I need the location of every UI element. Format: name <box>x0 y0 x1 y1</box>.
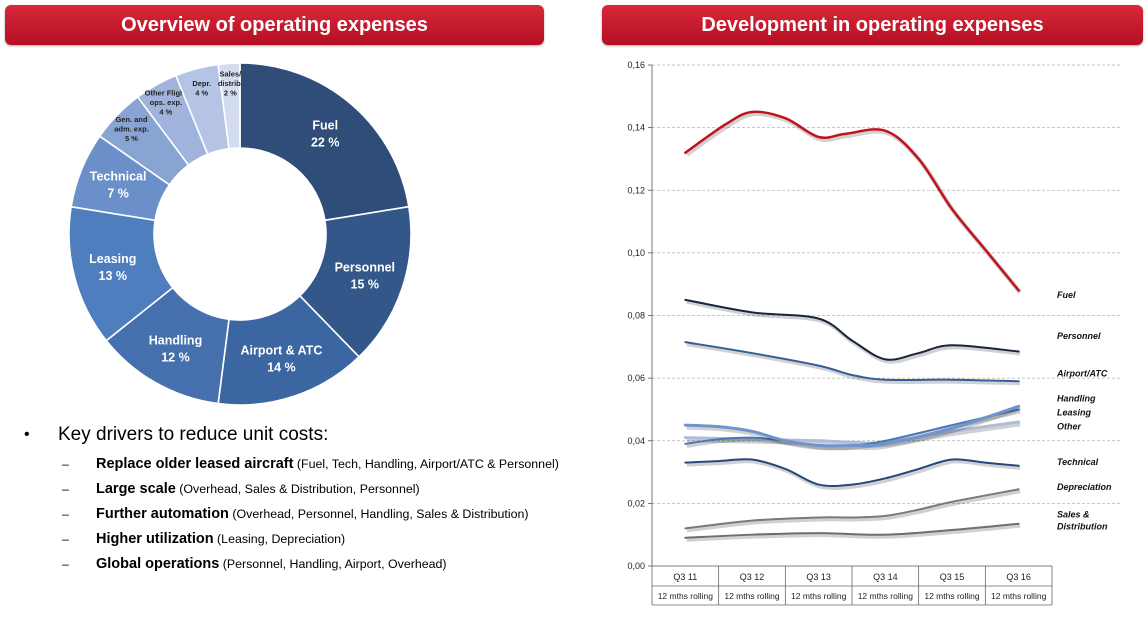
driver-detail: (Fuel, Tech, Handling, Airport/ATC & Per… <box>293 457 559 471</box>
slice-label: Fuel 22 % <box>311 119 340 150</box>
driver-title: Higher utilization <box>96 531 214 547</box>
y-tick-label: 0,02 <box>627 498 645 508</box>
series-line <box>684 341 1020 383</box>
series-shadow <box>686 523 1021 542</box>
x-tick-label: Q3 14 <box>873 572 898 582</box>
y-tick-label: 0,14 <box>627 123 645 133</box>
series-line <box>684 110 1020 292</box>
y-tick-label: 0,06 <box>627 373 645 383</box>
series-line <box>684 298 1020 361</box>
dash-icon: – <box>62 507 69 521</box>
x-tick-sublabel: 12 mths rolling <box>724 591 780 601</box>
series-shadow <box>686 489 1021 533</box>
series-line <box>684 522 1020 539</box>
dash-icon: – <box>62 457 69 471</box>
y-tick-label: 0,04 <box>627 436 645 446</box>
series-line <box>683 420 1021 445</box>
development-header: Development in operating expenses <box>602 5 1143 45</box>
slice-label: Sales/distrib. 2 % <box>218 69 243 97</box>
series-line <box>684 488 1020 530</box>
driver-detail: (Overhead, Sales & Distribution, Personn… <box>175 482 420 496</box>
operating-expenses-donut-chart: Fuel 22 % Personnel 15 % Airport & ATC 14 % Ha… <box>68 62 412 406</box>
y-tick-label: 0,16 <box>627 60 645 70</box>
driver-title: Replace older leased aircraft <box>96 456 294 472</box>
x-tick-sublabel: 12 mths rolling <box>991 591 1047 601</box>
slice-label: Leasing 13 % <box>89 252 136 283</box>
driver-title: Large scale <box>96 481 176 497</box>
slice-label: Depr. 4 % <box>192 79 211 98</box>
x-tick-sublabel: 12 mths rolling <box>924 591 980 601</box>
key-drivers: • Key drivers to reduce unit costs: – Re… <box>24 424 584 581</box>
series-shadow <box>686 342 1021 386</box>
list-item: – Higher utilization (Leasing, Depreciat… <box>24 531 584 547</box>
list-item: – Replace older leased aircraft (Fuel, T… <box>24 456 584 472</box>
y-tick-label: 0,08 <box>627 311 645 321</box>
dash-icon: – <box>62 557 69 571</box>
legend-label: Leasing <box>1057 408 1092 418</box>
x-tick-label: Q3 11 <box>673 572 697 582</box>
series-shadow <box>685 111 1022 294</box>
legend-label: Fuel <box>1057 290 1076 300</box>
driver-title: Global operations <box>96 556 220 572</box>
series-shadow <box>686 459 1021 491</box>
pie-slice <box>217 294 361 406</box>
dash-icon: – <box>62 532 69 546</box>
drivers-list: – Replace older leased aircraft (Fuel, T… <box>24 456 584 572</box>
slice-label: Other Flight ops. exp. 4 % <box>145 89 188 117</box>
y-tick-label: 0,12 <box>627 185 645 195</box>
overview-header: Overview of operating expenses <box>5 5 544 45</box>
y-tick-label: 0,00 <box>627 561 645 571</box>
series-line <box>684 458 1020 488</box>
dash-icon: – <box>62 482 69 496</box>
x-tick-label: Q3 12 <box>740 572 765 582</box>
legend-label: Depreciation <box>1057 482 1112 492</box>
overview-title: Overview of operating expenses <box>121 13 428 36</box>
x-tick-label: Q3 15 <box>940 572 965 582</box>
x-tick-sublabel: 12 mths rolling <box>858 591 914 601</box>
driver-title: Further automation <box>96 506 229 522</box>
driver-detail: (Personnel, Handling, Airport, Overhead) <box>219 557 447 571</box>
list-item: – Further automation (Overhead, Personne… <box>24 506 584 522</box>
key-drivers-heading: • Key drivers to reduce unit costs: <box>24 424 584 446</box>
operating-expenses-line-chart: 0,00 0,02 0,04 0,06 0,08 0,10 0,12 0,14 0,16 Q3 1… <box>627 60 1122 606</box>
legend-label: Personnel <box>1057 331 1101 341</box>
key-drivers-title: Key drivers to reduce unit costs: <box>58 424 329 445</box>
legend-label: Technical <box>1057 457 1099 467</box>
x-tick-label: Q3 16 <box>1006 572 1031 582</box>
list-item: – Large scale (Overhead, Sales & Distrib… <box>24 481 584 497</box>
slice-label: Handling 12 % <box>149 333 202 364</box>
x-tick-label: Q3 13 <box>806 572 831 582</box>
y-tick-label: 0,10 <box>627 248 645 258</box>
bullet-icon: • <box>24 426 30 443</box>
pie-slice <box>217 62 241 150</box>
development-title: Development in operating expenses <box>701 13 1044 36</box>
x-tick-sublabel: 12 mths rolling <box>658 591 714 601</box>
series-shadow <box>686 405 1021 451</box>
legend-label: Handling <box>1057 393 1096 403</box>
driver-detail: (Leasing, Depreciation) <box>213 532 346 546</box>
legend-label: Other <box>1057 422 1082 432</box>
slice-label: Technical 7 % <box>90 170 147 201</box>
slice-label: Airport & ATC 14 % <box>240 344 322 375</box>
driver-detail: (Overhead, Personnel, Handling, Sales & … <box>228 507 529 521</box>
legend-label: Airport/ATC <box>1056 368 1108 378</box>
list-item: – Global operations (Personnel, Handling… <box>24 556 584 572</box>
pie-slice <box>298 205 412 358</box>
series-line <box>683 404 1021 448</box>
slice-label: Gen. and adm. exp. 5 % <box>114 115 149 143</box>
x-tick-sublabel: 12 mths rolling <box>791 591 847 601</box>
slice-label: Personnel 15 % <box>335 260 395 291</box>
pie-slice <box>239 62 410 222</box>
legend-label: Sales & Distribution <box>1057 510 1108 532</box>
